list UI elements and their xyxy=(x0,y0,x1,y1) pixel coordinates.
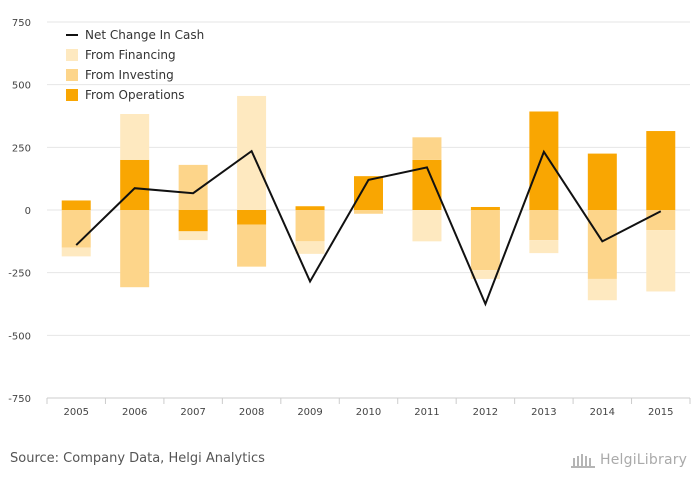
y-tick-label: 0 xyxy=(25,206,31,217)
bar-from-investing-2008 xyxy=(237,224,267,267)
x-tick-label: 2011 xyxy=(414,407,439,418)
source-note: Source: Company Data, Helgi Analytics xyxy=(10,451,265,466)
bar-from-financing-2015 xyxy=(646,230,676,292)
legend-label-from-investing: From Investing xyxy=(85,68,174,82)
net-change-line xyxy=(75,149,662,307)
bar-from-financing-2006 xyxy=(120,113,150,160)
bar-from-operations-2009 xyxy=(295,206,325,210)
bar-from-financing-2009 xyxy=(295,241,325,254)
bar-from-operations-2012 xyxy=(470,206,500,210)
y-tick-label: -750 xyxy=(8,394,31,405)
bar-from-investing-2014 xyxy=(587,210,617,279)
legend-label-net-change-in-cash: Net Change In Cash xyxy=(85,28,204,42)
x-tick-label: 2013 xyxy=(531,407,556,418)
x-tick-label: 2006 xyxy=(122,407,147,418)
bar-from-investing-2007 xyxy=(178,164,208,210)
y-tick-label: 250 xyxy=(12,143,31,154)
y-tick-label: 750 xyxy=(12,18,31,29)
bar-from-operations-2007 xyxy=(178,210,208,232)
y-tick-label: 500 xyxy=(12,81,31,92)
bar-from-operations-2006 xyxy=(120,159,150,210)
helgi-library-logo: HelgiLibrary xyxy=(570,449,687,471)
bar-from-financing-2007 xyxy=(178,231,208,241)
bar-from-financing-2013 xyxy=(529,240,559,254)
bar-from-investing-2006 xyxy=(120,210,150,288)
bar-from-financing-2005 xyxy=(61,247,91,257)
x-tick-label: 2012 xyxy=(473,407,498,418)
x-tick-label: 2014 xyxy=(590,407,615,418)
library-building-icon xyxy=(571,454,595,468)
bar-from-investing-2010 xyxy=(354,210,383,214)
bar-from-investing-2009 xyxy=(295,210,325,242)
bar-from-financing-2012 xyxy=(470,270,500,279)
y-tick-label: -500 xyxy=(8,331,31,342)
bar-from-operations-2005 xyxy=(61,200,91,210)
bar-from-operations-2014 xyxy=(587,153,617,210)
x-tick-label: 2010 xyxy=(356,407,381,418)
legend-swatch-from-financing xyxy=(66,49,78,61)
bar-from-financing-2011 xyxy=(412,210,442,242)
bar-from-investing-2005 xyxy=(61,210,91,248)
bar-from-investing-2015 xyxy=(646,210,676,231)
x-tick-label: 2007 xyxy=(180,407,205,418)
bar-from-operations-2015 xyxy=(646,131,676,210)
bar-from-operations-2013 xyxy=(529,111,559,210)
bar-from-investing-2012 xyxy=(470,210,500,271)
y-tick-label: -250 xyxy=(8,269,31,280)
legend-swatch-from-operations xyxy=(66,89,78,101)
bar-from-investing-2011 xyxy=(412,137,442,160)
bar-from-operations-2008 xyxy=(237,210,267,225)
bar-from-financing-2014 xyxy=(587,278,617,301)
x-tick-label: 2015 xyxy=(648,407,673,418)
legend-label-from-financing: From Financing xyxy=(85,48,176,62)
bar-from-investing-2013 xyxy=(529,210,559,241)
logo-text: HelgiLibrary xyxy=(600,452,688,468)
x-tick-label: 2008 xyxy=(239,407,264,418)
x-tick-label: 2005 xyxy=(64,407,89,418)
legend-label-from-operations: From Operations xyxy=(85,88,185,102)
x-tick-label: 2009 xyxy=(297,407,322,418)
legend-swatch-from-investing xyxy=(66,69,78,81)
